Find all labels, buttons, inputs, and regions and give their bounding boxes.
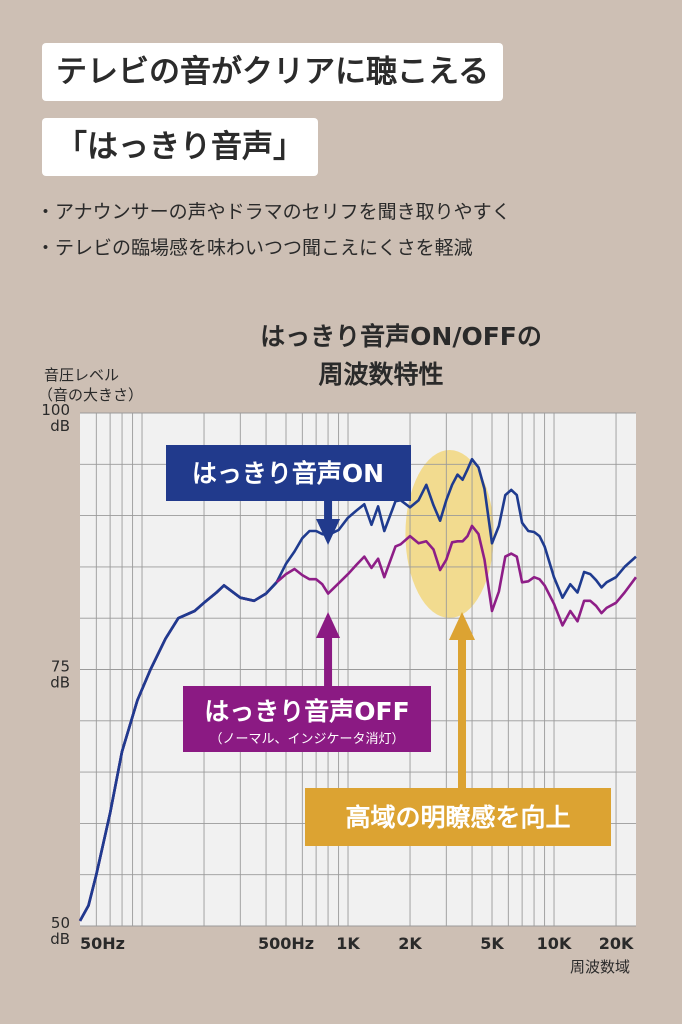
x-axis-label: 周波数域 xyxy=(570,958,630,976)
x-tick-label: 20K xyxy=(599,934,634,953)
y-tick-unit: dB xyxy=(50,674,70,692)
off-label-subtext: （ノーマル、インジケータ消灯） xyxy=(209,732,404,747)
highlight-arrow-shaft xyxy=(458,638,466,788)
x-tick-label: 2K xyxy=(398,934,422,953)
off-label-text: はっきり音声OFF xyxy=(204,697,409,726)
highlight-label-box xyxy=(305,788,611,846)
chart-title-line2: 周波数特性 xyxy=(318,360,444,389)
on-label-text: はっきり音声ON xyxy=(192,459,384,488)
series-line-on-overlap xyxy=(78,581,278,922)
x-tick-label: 50Hz xyxy=(80,934,125,953)
y-axis-label-line1: 音圧レベル xyxy=(44,366,120,384)
on-arrow-head xyxy=(316,519,341,545)
x-tick-label: 1K xyxy=(336,934,360,953)
y-tick-label: 50 xyxy=(51,914,70,932)
y-tick-unit: dB xyxy=(50,417,70,435)
highlight-arrow-head xyxy=(449,612,475,640)
page-title-line2: 「はっきり音声」 xyxy=(42,118,318,176)
highlight-label-text: 高域の明瞭感を向上 xyxy=(345,803,570,832)
chart-title-line1: はっきり音声ON/OFFの xyxy=(260,322,542,351)
x-tick-label: 5K xyxy=(480,934,504,953)
off-arrow-shaft xyxy=(324,636,333,686)
page-title-line1: テレビの音がクリアに聴こえる xyxy=(42,43,504,101)
off-label-box xyxy=(183,686,431,752)
y-tick-label: 75 xyxy=(51,658,70,676)
bullet-item-1: ・アナウンサーの声やドラマのセリフを聞き取りやすく xyxy=(36,201,511,223)
bullet-item-2: ・テレビの臨場感を味わいつつ聞こえにくさを軽減 xyxy=(36,237,473,259)
y-tick-unit: dB xyxy=(50,930,70,948)
off-arrow-head xyxy=(316,612,341,638)
x-tick-label: 500Hz xyxy=(258,934,314,953)
on-label-box xyxy=(166,445,411,501)
y-axis-label-line2: （音の大きさ） xyxy=(38,386,144,404)
x-tick-label: 10K xyxy=(537,934,572,953)
y-tick-label: 100 xyxy=(41,401,70,419)
on-arrow-shaft xyxy=(324,501,333,521)
